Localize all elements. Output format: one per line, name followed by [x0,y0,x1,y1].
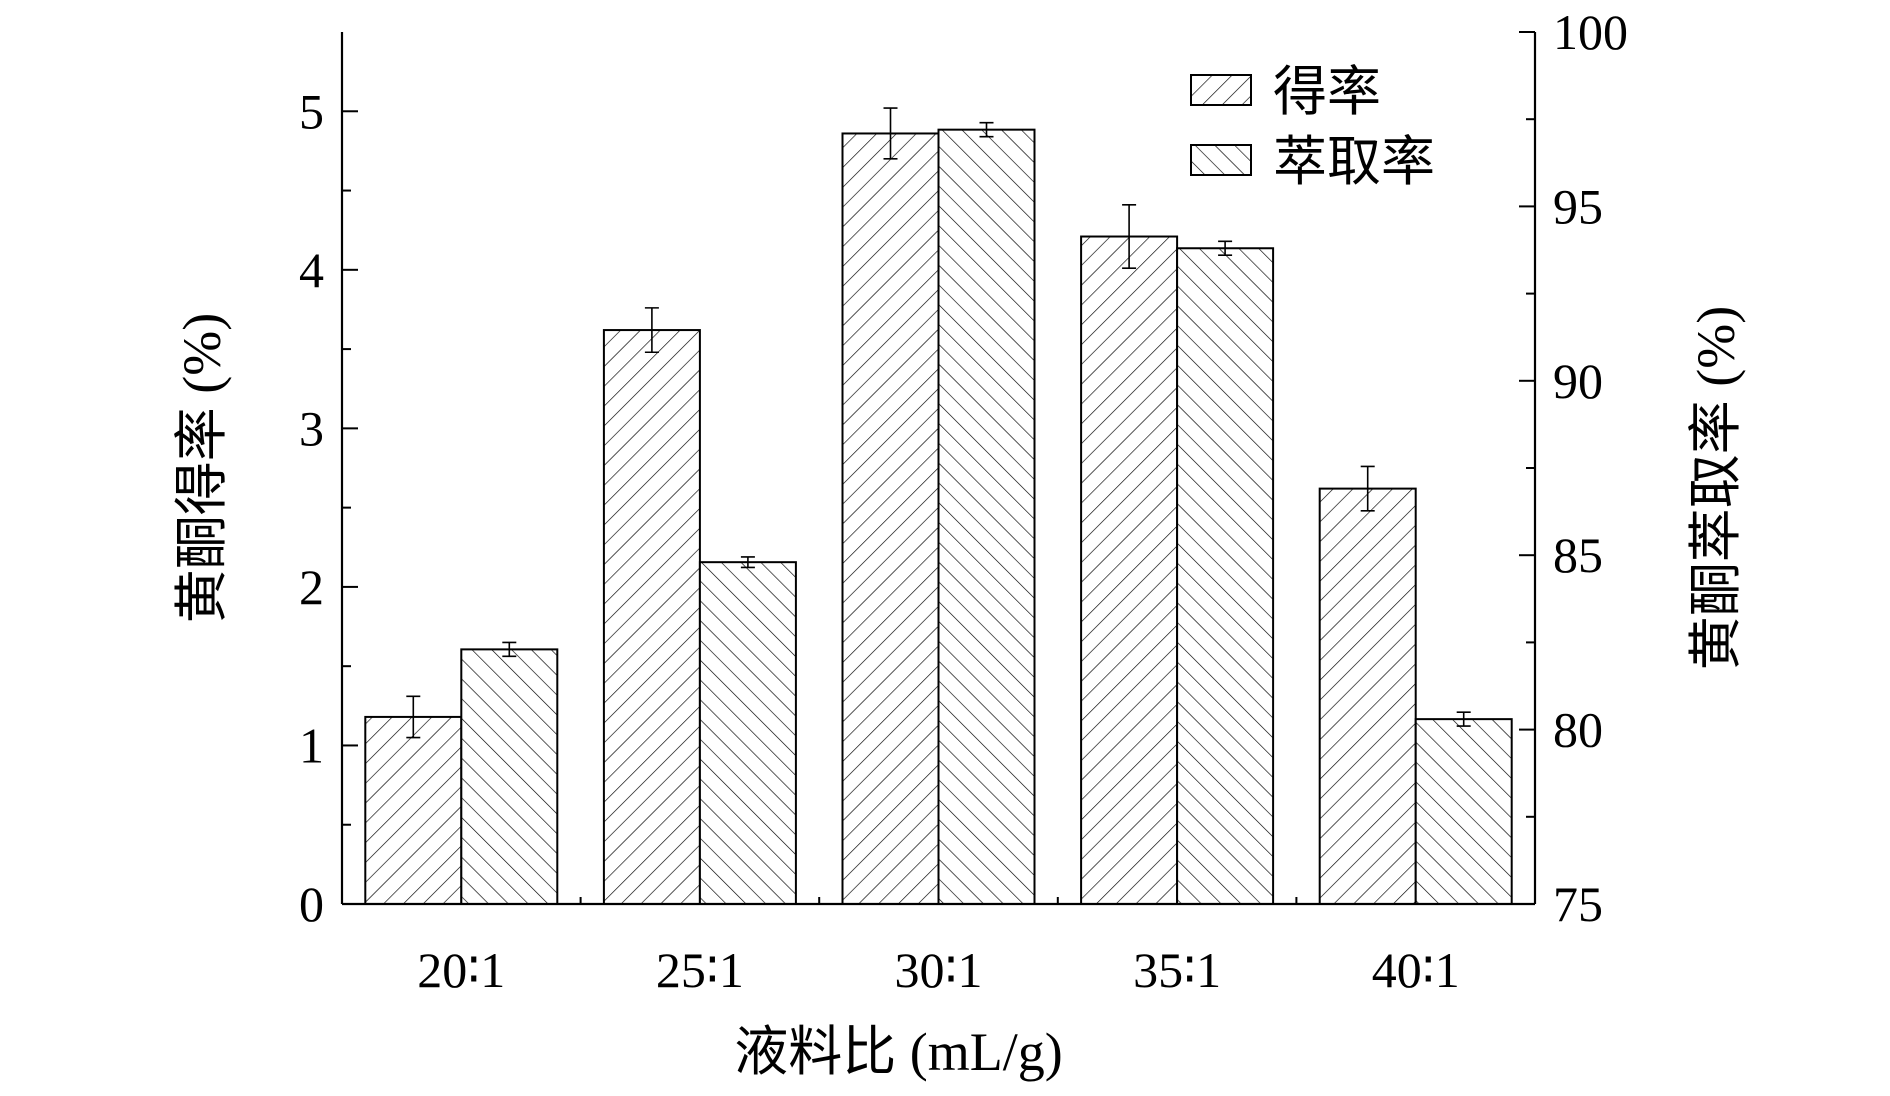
error-bar-extraction [979,121,994,138]
right-y-tick-label: 75 [1553,876,1603,932]
error-bars-layer [406,107,1471,739]
right-y-tick-label: 85 [1553,527,1603,583]
right-y-ticks: 75 80 85 90 95 100 [1519,4,1628,932]
right-y-tick-label: 90 [1553,353,1603,409]
legend: 得率 萃取率 [1190,62,1435,192]
left-y-tick-label: 2 [299,559,324,615]
error-bar-extraction [1456,711,1471,727]
right-y-axis-title: 黄酮萃取率 (%) [1686,306,1746,670]
legend-label-yield: 得率 [1273,62,1381,122]
legend-swatch-yield [1190,74,1252,106]
x-tick-label: 25∶1 [656,942,744,998]
left-y-axis-title: 黄酮得率 (%) [172,313,232,623]
left-y-tick-label: 5 [299,83,324,139]
x-tick-label: 35∶1 [1133,942,1221,998]
bar-extraction [698,561,797,906]
error-bar-yield [883,107,898,160]
error-bar-yield [1122,204,1137,270]
bar-yield [841,132,940,905]
error-bar-yield [1360,465,1375,512]
bar-yield [1318,487,1417,905]
bars-layer [364,128,1513,906]
x-tick-label: 20∶1 [417,942,505,998]
bar-extraction [1414,718,1513,905]
left-y-tick-label: 1 [299,717,324,773]
legend-swatch-extraction [1190,144,1252,176]
bar-yield [364,715,463,906]
left-y-tick-label: 0 [299,876,324,932]
x-tick-label: 30∶1 [894,942,982,998]
error-bar-extraction [1218,240,1233,257]
left-y-tick-label: 3 [299,400,324,456]
bar-yield [602,329,701,906]
legend-label-extraction: 萃取率 [1273,132,1435,192]
left-y-ticks: 0 1 2 3 4 5 [299,83,358,932]
error-bar-extraction [740,556,755,569]
right-y-tick-label: 80 [1553,702,1603,758]
bar-extraction [460,648,559,905]
error-bar-yield [644,307,659,354]
error-bar-extraction [502,641,517,658]
error-bar-yield [406,695,421,739]
x-axis-title: 液料比 (mL/g) [734,1022,1062,1082]
right-y-tick-label: 100 [1553,4,1628,60]
left-y-tick-label: 4 [299,242,324,298]
bar-extraction [937,128,1036,905]
bar-yield [1080,235,1179,906]
x-ticks: 20∶1 25∶1 30∶1 35∶1 40∶1 [417,897,1460,998]
right-y-tick-label: 95 [1553,178,1603,234]
x-tick-label: 40∶1 [1372,942,1460,998]
bar-extraction [1176,247,1275,906]
